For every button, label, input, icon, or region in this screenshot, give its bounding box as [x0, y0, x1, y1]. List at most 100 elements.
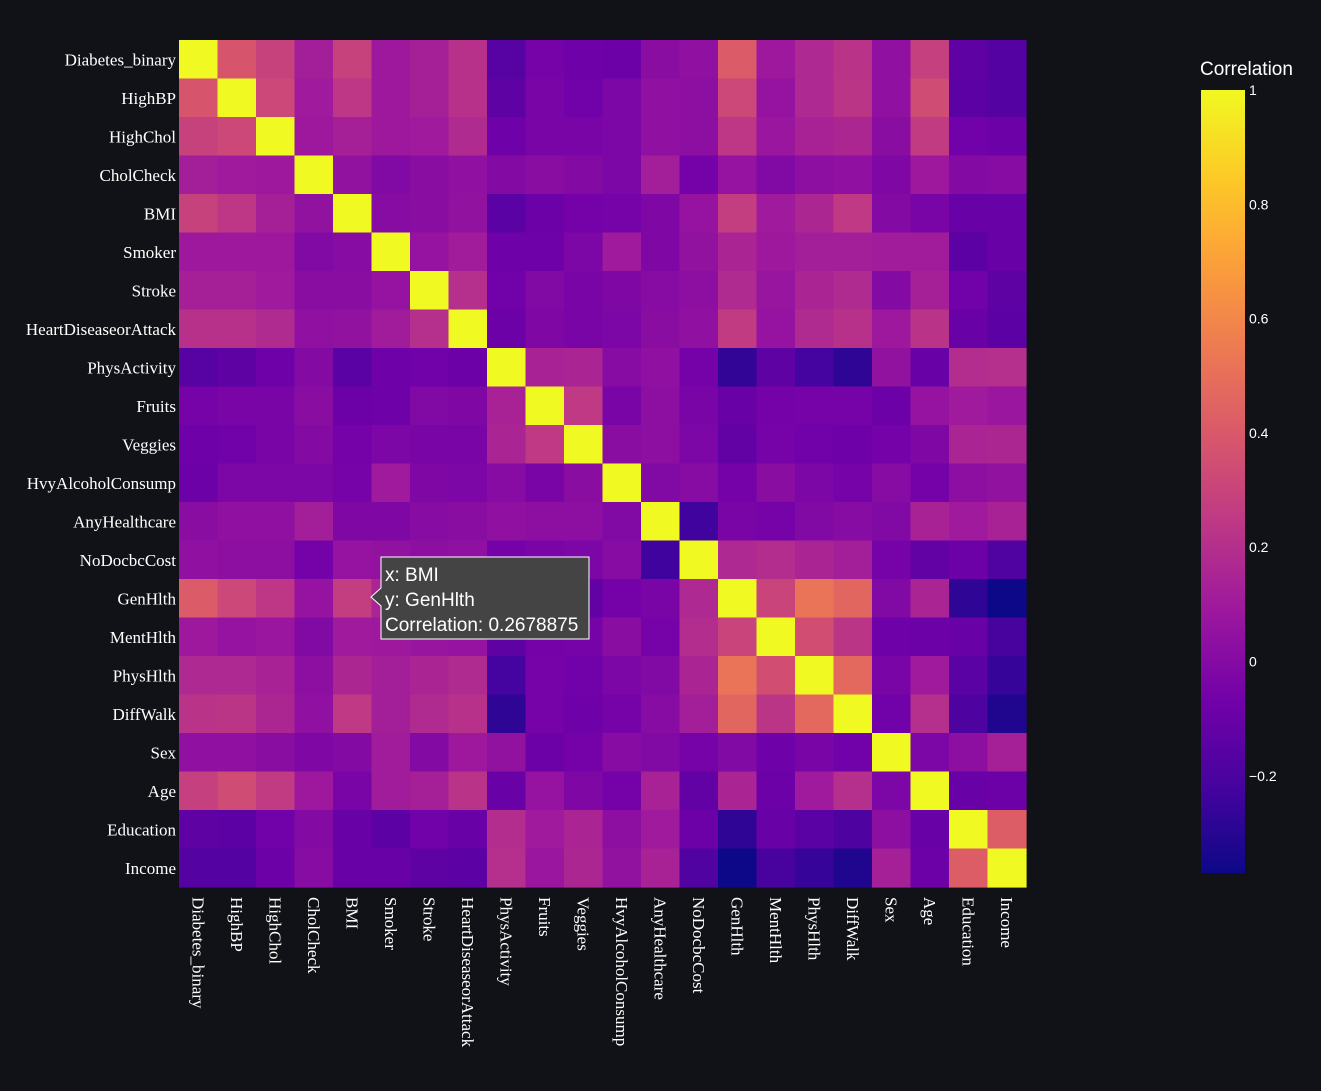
heatmap-cell-HighChol-HeartDiseaseorAttack[interactable] [448, 117, 488, 157]
heatmap-cell-Income-BMI[interactable] [333, 848, 373, 888]
heatmap-cell-HeartDiseaseorAttack-Fruits[interactable] [525, 309, 565, 349]
heatmap-cell-PhysActivity-Education[interactable] [949, 348, 989, 388]
heatmap-cell-MentHlth-MentHlth[interactable] [756, 617, 796, 657]
heatmap-cell-PhysHlth-Income[interactable] [987, 656, 1027, 696]
heatmap-cell-Income-HighChol[interactable] [256, 848, 296, 888]
heatmap-cell-Income-Income[interactable] [987, 848, 1027, 888]
heatmap-cell-Fruits-Age[interactable] [910, 386, 950, 426]
heatmap-cell-CholCheck-Age[interactable] [910, 155, 950, 195]
heatmap-cell-Income-CholCheck[interactable] [294, 848, 334, 888]
heatmap-cell-AnyHealthcare-Fruits[interactable] [525, 502, 565, 542]
heatmap-cell-HighChol-PhysHlth[interactable] [795, 117, 835, 157]
heatmap-cell-HvyAlcoholConsump-MentHlth[interactable] [756, 463, 796, 503]
heatmap-cell-CholCheck-HeartDiseaseorAttack[interactable] [448, 155, 488, 195]
heatmap-cell-Education-Smoker[interactable] [371, 810, 411, 850]
heatmap-cell-HighBP-Age[interactable] [910, 78, 950, 118]
heatmap-cell-Age-GenHlth[interactable] [718, 771, 758, 811]
heatmap-cell-Stroke-BMI[interactable] [333, 271, 373, 311]
heatmap-cell-NoDocbcCost-CholCheck[interactable] [294, 540, 334, 580]
heatmap-cell-Age-BMI[interactable] [333, 771, 373, 811]
heatmap-cell-PhysHlth-Education[interactable] [949, 656, 989, 696]
heatmap-cell-HvyAlcoholConsump-BMI[interactable] [333, 463, 373, 503]
heatmap-cell-GenHlth-BMI[interactable] [333, 579, 373, 619]
heatmap-cell-Income-Fruits[interactable] [525, 848, 565, 888]
heatmap-cell-MentHlth-Sex[interactable] [872, 617, 912, 657]
heatmap-cell-NoDocbcCost-Income[interactable] [987, 540, 1027, 580]
heatmap-cell-HeartDiseaseorAttack-Income[interactable] [987, 309, 1027, 349]
heatmap-cell-AnyHealthcare-PhysActivity[interactable] [487, 502, 527, 542]
heatmap-cell-Stroke-Education[interactable] [949, 271, 989, 311]
heatmap-cell-HighChol-Diabetes_binary[interactable] [179, 117, 219, 157]
heatmap-cell-Education-Fruits[interactable] [525, 810, 565, 850]
heatmap-cell-Diabetes_binary-PhysActivity[interactable] [487, 40, 527, 80]
heatmap-cell-DiffWalk-Sex[interactable] [872, 694, 912, 734]
heatmap-cell-HighChol-HighChol[interactable] [256, 117, 296, 157]
heatmap-cell-Stroke-CholCheck[interactable] [294, 271, 334, 311]
heatmap-cell-NoDocbcCost-Diabetes_binary[interactable] [179, 540, 219, 580]
heatmap-cell-HighBP-NoDocbcCost[interactable] [679, 78, 719, 118]
heatmap-cell-HighBP-Fruits[interactable] [525, 78, 565, 118]
heatmap-cell-Diabetes_binary-PhysHlth[interactable] [795, 40, 835, 80]
heatmap-cell-AnyHealthcare-MentHlth[interactable] [756, 502, 796, 542]
heatmap-cell-Education-HvyAlcoholConsump[interactable] [602, 810, 642, 850]
heatmap-cell-Veggies-Age[interactable] [910, 425, 950, 465]
heatmap-cell-Age-DiffWalk[interactable] [833, 771, 873, 811]
heatmap-cell-BMI-Education[interactable] [949, 194, 989, 234]
heatmap-cell-DiffWalk-MentHlth[interactable] [756, 694, 796, 734]
heatmap-cell-PhysHlth-CholCheck[interactable] [294, 656, 334, 696]
heatmap-cell-PhysHlth-PhysHlth[interactable] [795, 656, 835, 696]
heatmap-cell-Fruits-MentHlth[interactable] [756, 386, 796, 426]
heatmap-cell-AnyHealthcare-HighBP[interactable] [217, 502, 257, 542]
heatmap-cell-Education-NoDocbcCost[interactable] [679, 810, 719, 850]
heatmap-cell-HighBP-PhysHlth[interactable] [795, 78, 835, 118]
heatmap-cell-Age-PhysHlth[interactable] [795, 771, 835, 811]
heatmap-cell-HeartDiseaseorAttack-CholCheck[interactable] [294, 309, 334, 349]
heatmap-cell-NoDocbcCost-DiffWalk[interactable] [833, 540, 873, 580]
heatmap-cell-Fruits-PhysHlth[interactable] [795, 386, 835, 426]
heatmap-cell-Fruits-HighChol[interactable] [256, 386, 296, 426]
heatmap-cell-Diabetes_binary-HighBP[interactable] [217, 40, 257, 80]
heatmap-cell-Education-AnyHealthcare[interactable] [641, 810, 681, 850]
heatmap-cell-Smoker-AnyHealthcare[interactable] [641, 232, 681, 272]
heatmap-cell-HeartDiseaseorAttack-AnyHealthcare[interactable] [641, 309, 681, 349]
heatmap-cell-PhysHlth-PhysActivity[interactable] [487, 656, 527, 696]
heatmap-cell-Veggies-CholCheck[interactable] [294, 425, 334, 465]
heatmap-cell-Veggies-Education[interactable] [949, 425, 989, 465]
heatmap-cell-HighBP-Income[interactable] [987, 78, 1027, 118]
heatmap-cell-AnyHealthcare-HighChol[interactable] [256, 502, 296, 542]
heatmap-cell-PhysHlth-Stroke[interactable] [410, 656, 450, 696]
heatmap-cell-PhysActivity-PhysHlth[interactable] [795, 348, 835, 388]
heatmap-cell-DiffWalk-HighChol[interactable] [256, 694, 296, 734]
heatmap-cell-Smoker-Stroke[interactable] [410, 232, 450, 272]
heatmap-cell-Diabetes_binary-CholCheck[interactable] [294, 40, 334, 80]
heatmap-cell-AnyHealthcare-NoDocbcCost[interactable] [679, 502, 719, 542]
heatmap-cell-HighChol-Smoker[interactable] [371, 117, 411, 157]
heatmap-cell-Education-GenHlth[interactable] [718, 810, 758, 850]
heatmap-cell-HighBP-CholCheck[interactable] [294, 78, 334, 118]
heatmap-cell-HighChol-HvyAlcoholConsump[interactable] [602, 117, 642, 157]
heatmap-cell-AnyHealthcare-Stroke[interactable] [410, 502, 450, 542]
heatmap-cell-Diabetes_binary-MentHlth[interactable] [756, 40, 796, 80]
heatmap-cell-CholCheck-CholCheck[interactable] [294, 155, 334, 195]
heatmap-cell-NoDocbcCost-AnyHealthcare[interactable] [641, 540, 681, 580]
heatmap-cell-Income-PhysActivity[interactable] [487, 848, 527, 888]
heatmap-cell-NoDocbcCost-HighBP[interactable] [217, 540, 257, 580]
heatmap-cell-PhysActivity-Fruits[interactable] [525, 348, 565, 388]
heatmap-cell-Fruits-AnyHealthcare[interactable] [641, 386, 681, 426]
heatmap-cell-Fruits-NoDocbcCost[interactable] [679, 386, 719, 426]
heatmap-cell-Veggies-HighChol[interactable] [256, 425, 296, 465]
heatmap-cell-DiffWalk-PhysActivity[interactable] [487, 694, 527, 734]
heatmap-cell-Smoker-Diabetes_binary[interactable] [179, 232, 219, 272]
heatmap-cell-GenHlth-Income[interactable] [987, 579, 1027, 619]
heatmap-cell-BMI-Fruits[interactable] [525, 194, 565, 234]
heatmap-cell-AnyHealthcare-Smoker[interactable] [371, 502, 411, 542]
heatmap-cell-GenHlth-AnyHealthcare[interactable] [641, 579, 681, 619]
heatmap-cell-DiffWalk-HeartDiseaseorAttack[interactable] [448, 694, 488, 734]
heatmap-cell-GenHlth-HighBP[interactable] [217, 579, 257, 619]
heatmap-cell-HvyAlcoholConsump-DiffWalk[interactable] [833, 463, 873, 503]
heatmap-cell-HvyAlcoholConsump-HeartDiseaseorAttack[interactable] [448, 463, 488, 503]
heatmap-cell-AnyHealthcare-BMI[interactable] [333, 502, 373, 542]
heatmap-cell-HvyAlcoholConsump-HighBP[interactable] [217, 463, 257, 503]
heatmap-cell-HighChol-Sex[interactable] [872, 117, 912, 157]
heatmap-cell-Smoker-BMI[interactable] [333, 232, 373, 272]
